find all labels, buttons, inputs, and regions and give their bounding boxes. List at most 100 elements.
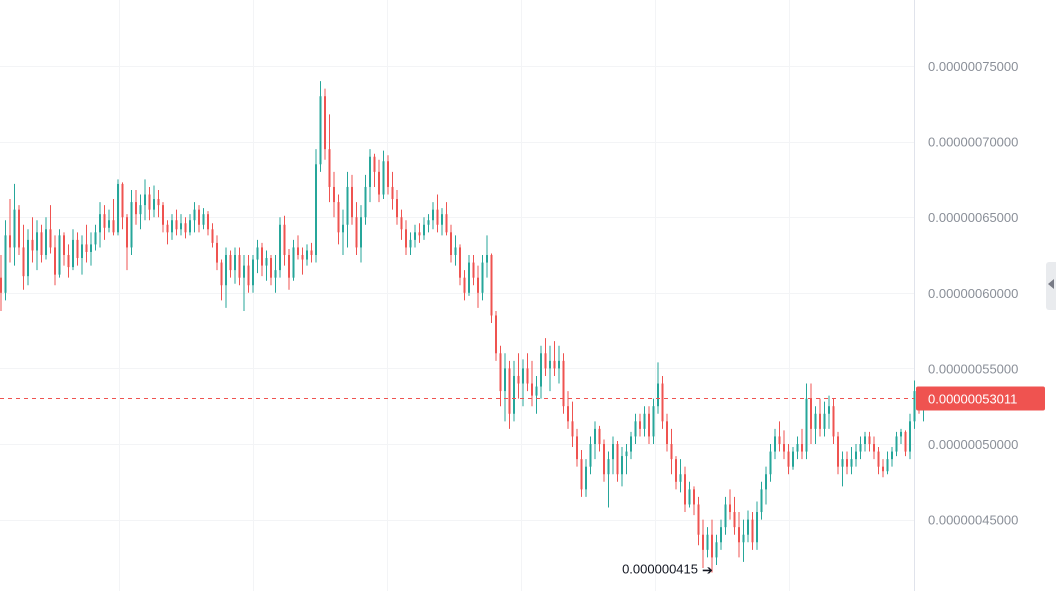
candle — [351, 174, 353, 225]
candle-body — [175, 220, 178, 230]
candles — [0, 81, 929, 573]
candle-body — [193, 209, 196, 221]
candle — [49, 205, 52, 254]
candle-body — [76, 239, 79, 259]
candle — [369, 149, 371, 203]
candle-body — [481, 262, 484, 293]
candle-body — [153, 199, 155, 210]
candle — [819, 398, 821, 437]
candle-body — [855, 451, 857, 460]
candle-body — [139, 205, 142, 215]
candle-body — [531, 383, 533, 396]
candle — [877, 447, 880, 475]
candle — [382, 150, 385, 200]
candle — [288, 248, 290, 290]
candle — [495, 310, 497, 361]
candle-body — [117, 183, 119, 233]
candle-body — [27, 239, 29, 277]
candle-body — [216, 242, 218, 263]
candle — [409, 232, 412, 255]
candle-body — [148, 194, 151, 210]
candle-body — [841, 459, 844, 467]
candle-body — [99, 214, 101, 233]
candle — [909, 413, 911, 460]
candle-body — [292, 247, 295, 278]
candle-body — [112, 220, 115, 233]
candle — [405, 220, 407, 255]
candle — [450, 224, 452, 263]
candle-body — [472, 262, 475, 278]
candle-body — [643, 413, 646, 429]
price-axis[interactable]: 0.00000075000 0.00000070000 0.00000065000 0… — [928, 59, 1018, 528]
candle — [508, 360, 511, 429]
candle — [4, 220, 7, 301]
candle-body — [585, 466, 587, 490]
candle-body — [805, 398, 808, 452]
candle-body — [828, 406, 830, 414]
candle — [193, 202, 196, 233]
candle — [855, 444, 857, 467]
candle-body — [567, 406, 569, 422]
candle — [306, 244, 308, 266]
candle — [828, 395, 830, 429]
chevron-left-icon — [1048, 279, 1054, 289]
candle-body — [13, 209, 16, 248]
candle-body — [810, 398, 812, 429]
candle-body — [315, 164, 317, 255]
candle-body — [391, 186, 394, 200]
candle — [472, 255, 475, 286]
candle — [301, 247, 304, 275]
candle — [558, 345, 560, 384]
candle — [234, 247, 236, 284]
candle — [526, 353, 529, 392]
candle-body — [279, 224, 281, 271]
candle — [711, 519, 713, 573]
candle-body — [157, 199, 160, 206]
candle-body — [369, 156, 371, 187]
candle-body — [54, 247, 56, 275]
candle — [270, 255, 272, 286]
candle-body — [657, 383, 659, 407]
candle-body — [900, 431, 902, 437]
candle — [576, 428, 578, 467]
current-price-label: 0.00000053011 — [928, 391, 1017, 406]
candle-body — [324, 96, 326, 150]
candle-body — [814, 413, 817, 429]
candle — [355, 202, 358, 255]
candle-body — [661, 383, 664, 422]
candle-body — [234, 255, 236, 271]
candle — [675, 456, 677, 490]
candle — [859, 436, 862, 460]
candle — [31, 217, 34, 263]
candle — [94, 224, 97, 251]
candle-body — [675, 459, 677, 482]
candle-body — [868, 436, 871, 444]
candle — [378, 159, 380, 203]
candle — [441, 208, 443, 236]
candle-body — [882, 466, 884, 472]
candle-body — [400, 217, 403, 230]
candle-body — [589, 444, 592, 467]
candle-body — [576, 436, 578, 460]
candle — [900, 428, 902, 444]
candle-body — [94, 232, 97, 245]
candle — [567, 391, 569, 429]
candle — [427, 214, 430, 233]
candle-body — [207, 214, 209, 230]
candle — [850, 447, 853, 475]
candle-body — [189, 220, 191, 233]
candle-body — [715, 542, 718, 558]
candle — [837, 431, 839, 475]
candle — [265, 250, 268, 281]
candle — [238, 247, 241, 286]
candle-body — [477, 277, 479, 293]
candle — [679, 459, 682, 493]
candle-body — [702, 534, 704, 550]
candle — [27, 229, 29, 286]
candle — [513, 360, 515, 422]
candle-body — [252, 259, 254, 286]
candle-body — [549, 360, 551, 369]
candle — [135, 189, 137, 225]
candle-body — [387, 161, 389, 187]
